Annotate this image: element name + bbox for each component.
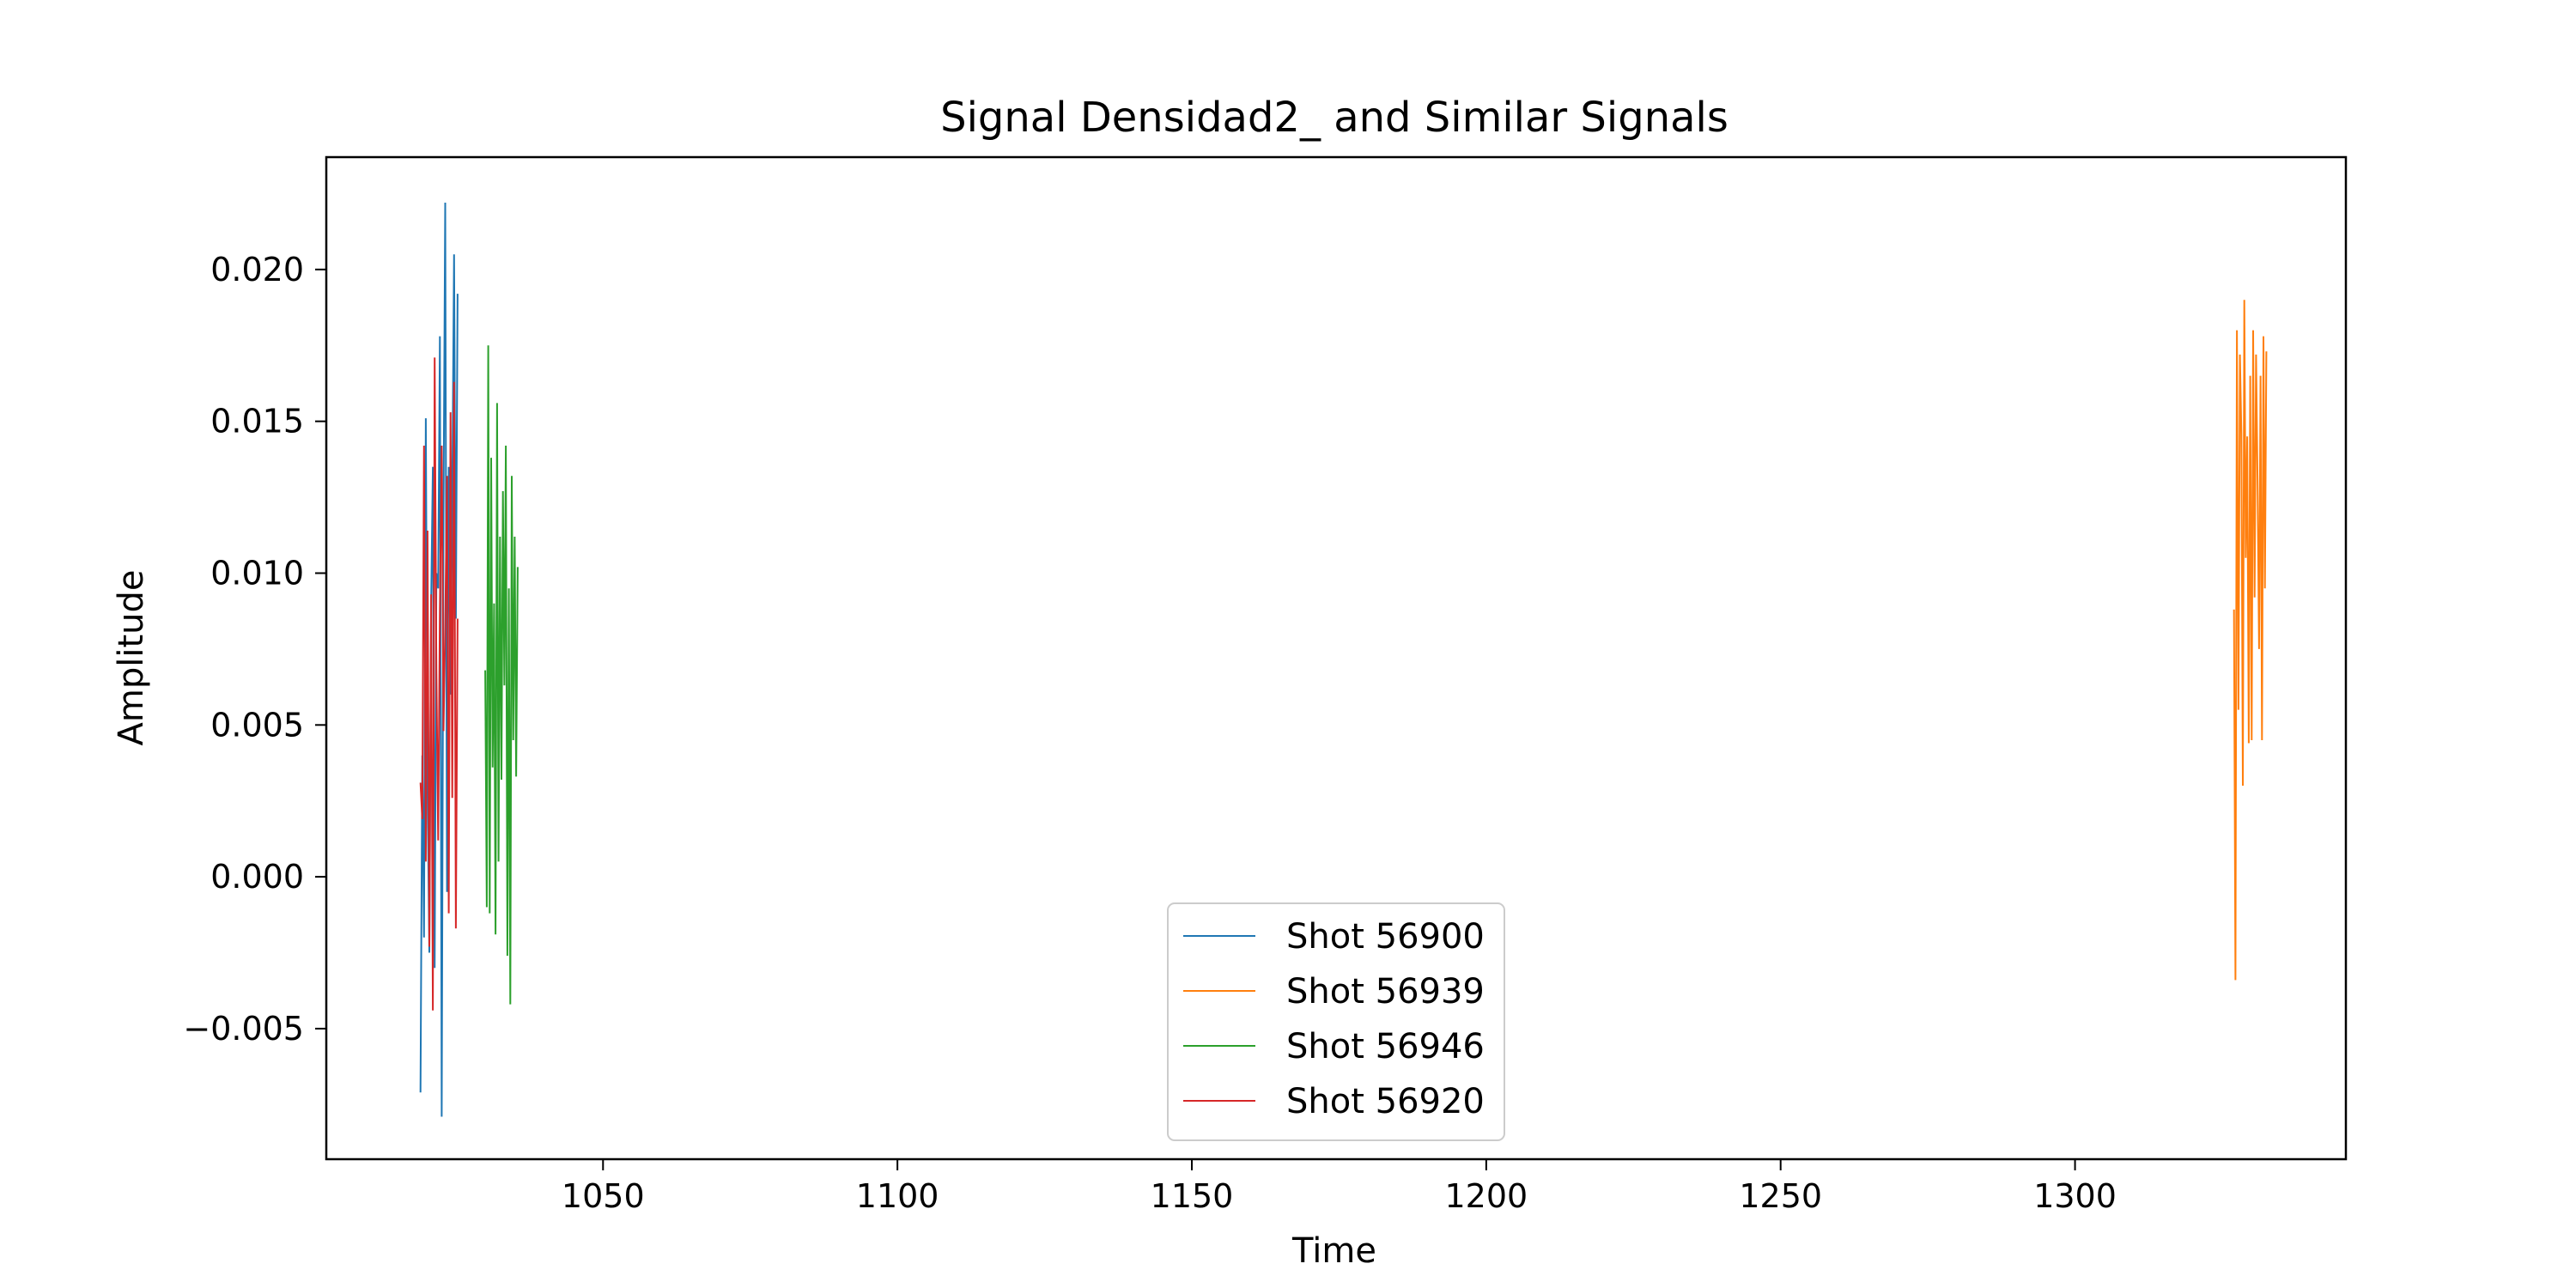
series-line-2 [484, 345, 519, 1005]
series-line-3 [419, 357, 459, 1011]
series-line-1 [2233, 300, 2268, 981]
y-axis: −0.005 0.000 0.005 0.010 0.015 0.020 [183, 251, 326, 1048]
x-tick-label: 1150 [1151, 1177, 1234, 1215]
legend: Shot 56900 Shot 56939 Shot 56946 Shot 56920 [1167, 902, 1505, 1141]
x-axis: 1050 1100 1150 1200 1250 1300 [562, 1159, 2117, 1215]
series-layer [419, 202, 2268, 1117]
x-tick-label: 1250 [1739, 1177, 1822, 1215]
y-axis-label: Amplitude [112, 570, 151, 746]
legend-label: Shot 56900 [1286, 917, 1485, 957]
x-tick-label: 1100 [856, 1177, 939, 1215]
x-tick-label: 1300 [2033, 1177, 2117, 1215]
y-tick-label: 0.005 [210, 706, 304, 744]
y-tick-label: 0.015 [210, 403, 304, 440]
y-tick-label: 0.000 [210, 858, 304, 896]
x-tick-label: 1200 [1444, 1177, 1528, 1215]
x-axis-label: Time [1291, 1231, 1376, 1271]
legend-label: Shot 56920 [1286, 1082, 1485, 1121]
legend-label: Shot 56939 [1286, 972, 1485, 1012]
legend-label: Shot 56946 [1286, 1027, 1485, 1066]
y-tick-label: −0.005 [183, 1010, 304, 1048]
y-tick-label: 0.010 [210, 554, 304, 592]
plot-frame [325, 155, 2348, 1161]
y-tick-label: 0.020 [210, 251, 304, 289]
legend-box [1167, 902, 1505, 1141]
chart-title: Signal Densidad2_ and Similar Signals [940, 94, 1728, 142]
x-tick-label: 1050 [562, 1177, 645, 1215]
